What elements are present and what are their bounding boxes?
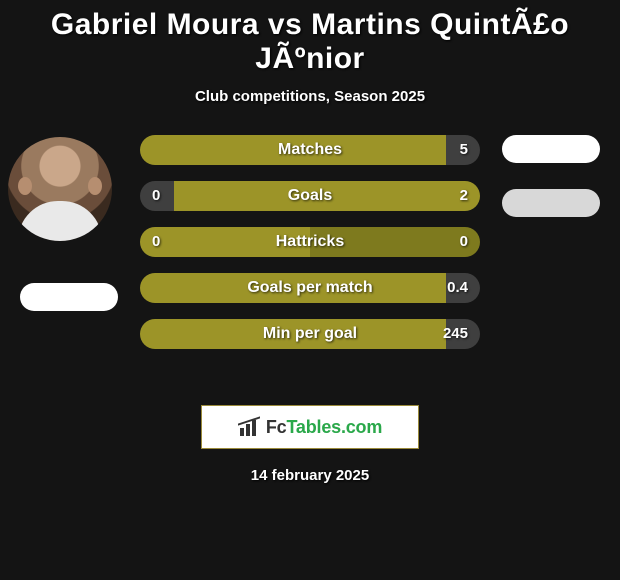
stat-bar-right [174,181,480,211]
player-left-avatar [8,137,112,241]
stat-bar-track [140,181,480,211]
bar-chart-icon [238,418,260,436]
stat-bar-left [140,181,174,211]
stat-row: Matches5 [140,135,480,165]
stat-bar-track [140,319,480,349]
player-right-pill-bottom [502,189,600,217]
stat-row: Hattricks00 [140,227,480,257]
comparison-card: Gabriel Moura vs Martins QuintÃ£o JÃºnio… [0,0,620,580]
player-right-pill-top [502,135,600,163]
stat-bar-left [140,135,446,165]
page-subtitle: Club competitions, Season 2025 [0,88,620,105]
stat-bar-left [140,227,310,257]
player-left-pill [20,283,118,311]
brand-prefix: Fc [266,417,287,437]
date-text: 14 february 2025 [0,467,620,484]
stat-row: Goals02 [140,181,480,211]
stat-bar-track [140,273,480,303]
stat-bar-right [446,135,480,165]
stat-bar-left [140,319,446,349]
page-title: Gabriel Moura vs Martins QuintÃ£o JÃºnio… [0,0,620,76]
comparison-bars: Matches5 Goals02 Hattricks00 Goals per matc… [140,135,480,365]
brand-logo-box: FcTables.com [201,405,419,449]
stat-bar-track [140,227,480,257]
stat-bar-left [140,273,446,303]
brand-text: FcTables.com [266,417,382,438]
stat-bar-right [446,273,480,303]
stat-row: Min per goal245 [140,319,480,349]
stat-bar-track [140,135,480,165]
stat-bar-right [446,319,480,349]
stat-bar-right [310,227,480,257]
brand-suffix: Tables.com [286,417,382,437]
stat-row: Goals per match0.4 [140,273,480,303]
